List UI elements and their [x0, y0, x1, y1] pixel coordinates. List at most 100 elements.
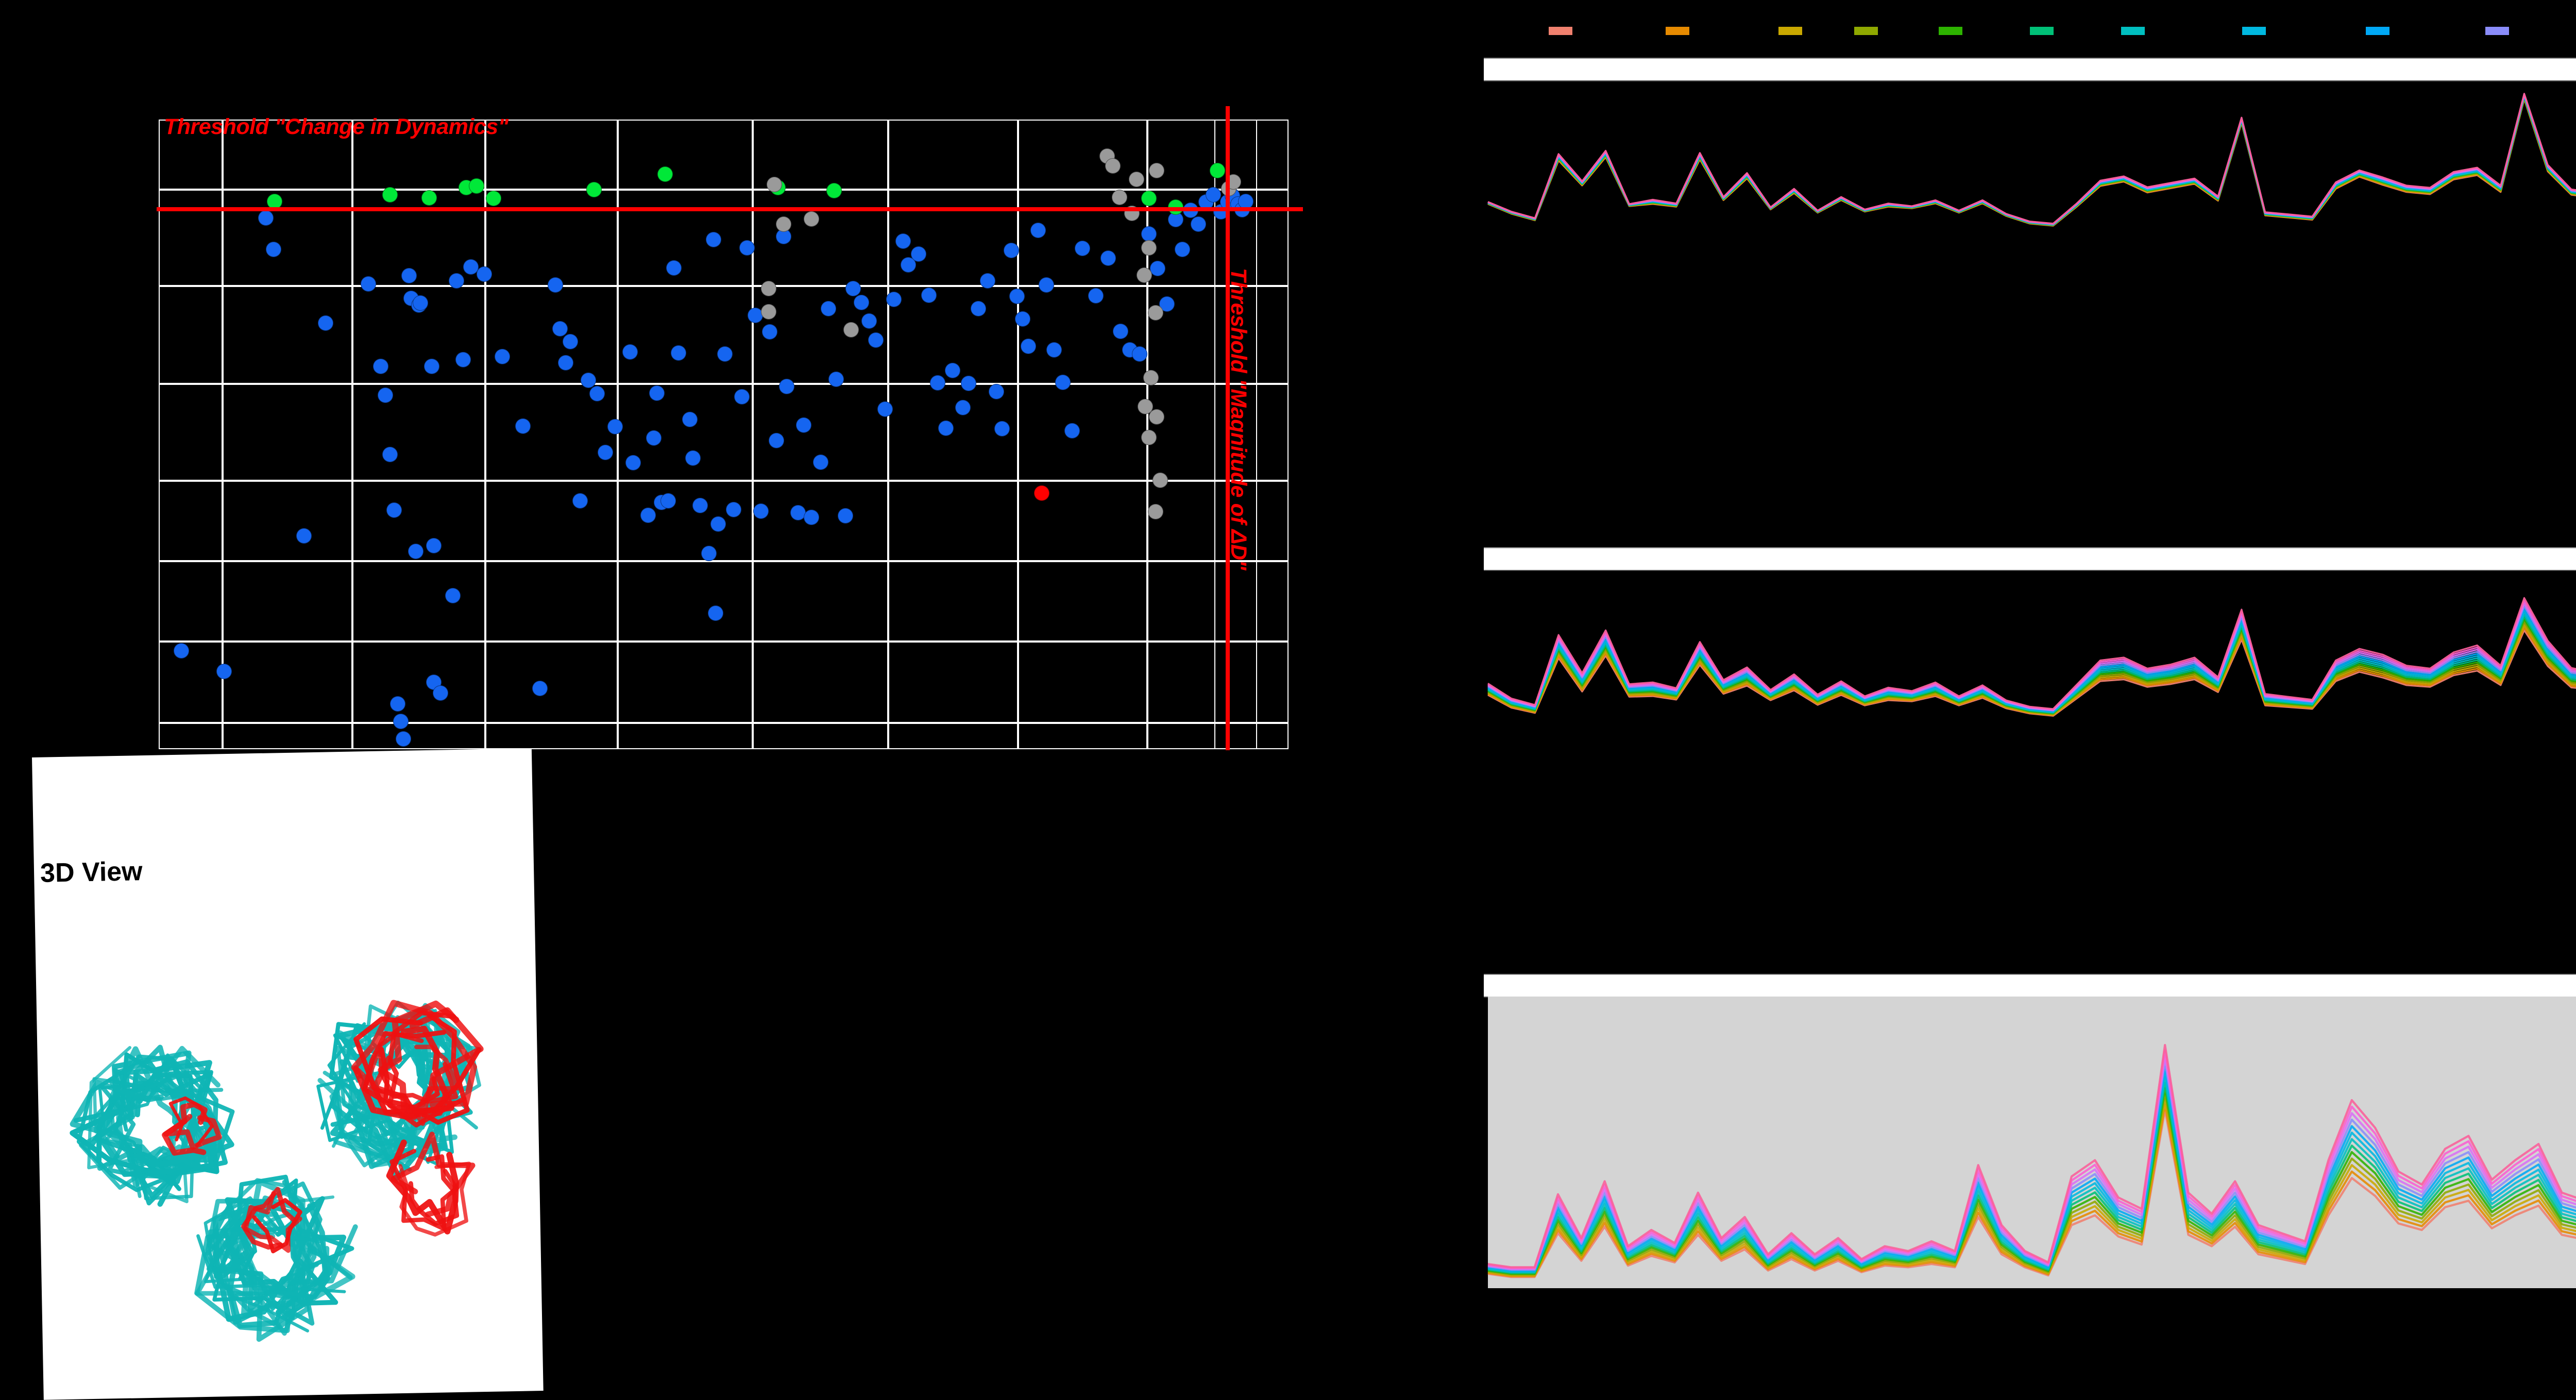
volcano-point-grey[interactable] — [843, 322, 859, 338]
volcano-point-blue[interactable] — [477, 266, 493, 282]
volcano-point-blue[interactable] — [258, 210, 274, 226]
volcano-point-grey[interactable] — [1152, 472, 1168, 488]
volcano-point-blue[interactable] — [666, 260, 682, 276]
volcano-point-blue[interactable] — [646, 430, 662, 446]
volcano-point-grey[interactable] — [1136, 267, 1152, 283]
volcano-point-blue[interactable] — [747, 307, 763, 323]
legend-swatch-0[interactable] — [1549, 27, 1573, 35]
volcano-point-blue[interactable] — [386, 502, 402, 518]
volcano-point-green[interactable] — [1141, 191, 1157, 207]
volcano-point-blue[interactable] — [377, 387, 393, 403]
volcano-point-blue[interactable] — [868, 332, 884, 348]
volcano-point-blue[interactable] — [1088, 288, 1104, 303]
volcano-point-blue[interactable] — [828, 371, 844, 387]
volcano-point-blue[interactable] — [1038, 277, 1054, 293]
volcano-point-blue[interactable] — [769, 433, 785, 449]
volcano-point-grey[interactable] — [1149, 409, 1165, 425]
volcano-point-blue[interactable] — [895, 233, 911, 249]
volcano-point-blue[interactable] — [1030, 223, 1046, 239]
peptide-color-legend[interactable] — [1484, 0, 2576, 41]
volcano-point-blue[interactable] — [692, 497, 708, 513]
protein-a-uptake-chart[interactable]: Protein A — [1484, 58, 2576, 228]
volcano-point-blue[interactable] — [979, 273, 995, 289]
volcano-point-blue[interactable] — [989, 384, 1005, 400]
volcano-point-grey[interactable] — [1111, 189, 1127, 205]
volcano-point-blue[interactable] — [1014, 311, 1030, 327]
volcano-point-grey[interactable] — [804, 211, 820, 227]
legend-swatch-7[interactable] — [2242, 27, 2266, 35]
volcano-point-blue[interactable] — [705, 232, 721, 248]
volcano-point-blue[interactable] — [1132, 346, 1148, 362]
volcano-point-blue[interactable] — [1100, 250, 1116, 266]
volcano-point-blue[interactable] — [753, 503, 769, 519]
volcano-point-blue[interactable] — [1064, 423, 1080, 438]
volcano-point-blue[interactable] — [532, 681, 548, 697]
volcano-point-blue[interactable] — [463, 259, 479, 275]
volcano-point-blue[interactable] — [1141, 226, 1157, 242]
volcano-point-blue[interactable] — [597, 445, 613, 461]
volcano-point-blue[interactable] — [660, 493, 676, 509]
volcano-point-blue[interactable] — [1055, 374, 1071, 390]
volcano-point-blue[interactable] — [739, 240, 755, 256]
volcano-point-blue[interactable] — [216, 664, 232, 680]
volcano-point-blue[interactable] — [938, 420, 954, 436]
volcano-point-blue[interactable] — [685, 450, 701, 466]
volcano-point-blue[interactable] — [401, 267, 417, 283]
volcano-point-blue[interactable] — [382, 446, 398, 462]
volcano-point-blue[interactable] — [837, 508, 853, 524]
legend-swatch-5[interactable] — [2030, 27, 2054, 35]
volcano-point-blue[interactable] — [423, 359, 439, 375]
volcano-point-blue[interactable] — [552, 321, 568, 337]
volcano-point-blue[interactable] — [317, 315, 333, 331]
3d-view-panel[interactable]: 3D View — [32, 748, 544, 1400]
volcano-point-blue[interactable] — [445, 588, 461, 604]
volcano-point-blue[interactable] — [562, 333, 578, 349]
volcano-point-blue[interactable] — [921, 287, 937, 303]
volcano-point-blue[interactable] — [1074, 241, 1090, 257]
volcano-point-blue[interactable] — [861, 313, 877, 329]
volcano-point-blue[interactable] — [495, 348, 511, 364]
volcano-point-blue[interactable] — [710, 516, 726, 532]
protein-a-ligand-uptake-chart[interactable]: Protein A + Ligand — [1484, 547, 2576, 722]
volcano-point-grey[interactable] — [1105, 158, 1121, 174]
volcano-point-blue[interactable] — [795, 417, 811, 433]
volcano-point-blue[interactable] — [1046, 342, 1062, 358]
volcano-point-grey[interactable] — [1147, 305, 1163, 321]
volcano-point-blue[interactable] — [1238, 194, 1253, 210]
volcano-point-green[interactable] — [469, 178, 485, 194]
volcano-point-blue[interactable] — [762, 324, 778, 340]
volcano-point-grey[interactable] — [761, 304, 777, 320]
volcano-point-blue[interactable] — [408, 543, 423, 559]
volcano-plot-area[interactable] — [157, 106, 1303, 775]
volcano-point-blue[interactable] — [734, 389, 750, 404]
legend-swatch-8[interactable] — [2366, 27, 2390, 35]
volcano-point-green[interactable] — [826, 183, 842, 199]
volcano-point-blue[interactable] — [1205, 187, 1221, 203]
volcano-point-blue[interactable] — [433, 685, 449, 701]
volcano-point-green[interactable] — [657, 166, 673, 182]
volcano-point-blue[interactable] — [877, 401, 893, 417]
volcano-point-blue[interactable] — [373, 359, 389, 375]
volcano-point-blue[interactable] — [726, 502, 742, 518]
volcano-point-blue[interactable] — [853, 295, 869, 311]
uptake-difference-chart[interactable]: Uptake Difference : Protein A - (Protein… — [1484, 974, 2576, 1288]
volcano-point-blue[interactable] — [580, 373, 596, 389]
volcano-point-green[interactable] — [1210, 163, 1226, 179]
volcano-point-grey[interactable] — [767, 177, 782, 193]
legend-swatch-4[interactable] — [1939, 27, 1963, 35]
volcano-point-green[interactable] — [421, 190, 437, 206]
volcano-point-blue[interactable] — [779, 379, 795, 395]
volcano-point-blue[interactable] — [572, 493, 588, 509]
legend-swatch-9[interactable] — [2485, 27, 2509, 35]
volcano-point-grey[interactable] — [1147, 503, 1163, 519]
volcano-point-blue[interactable] — [930, 375, 946, 391]
legend-swatch-3[interactable] — [1854, 27, 1878, 35]
volcano-point-blue[interactable] — [670, 345, 686, 361]
volcano-point-blue[interactable] — [944, 362, 960, 378]
volcano-point-blue[interactable] — [296, 528, 312, 544]
volcano-point-blue[interactable] — [622, 344, 638, 360]
volcano-point-blue[interactable] — [1113, 324, 1129, 340]
volcano-point-blue[interactable] — [1175, 241, 1191, 257]
volcano-point-green[interactable] — [382, 187, 398, 203]
volcano-point-blue[interactable] — [960, 376, 976, 392]
